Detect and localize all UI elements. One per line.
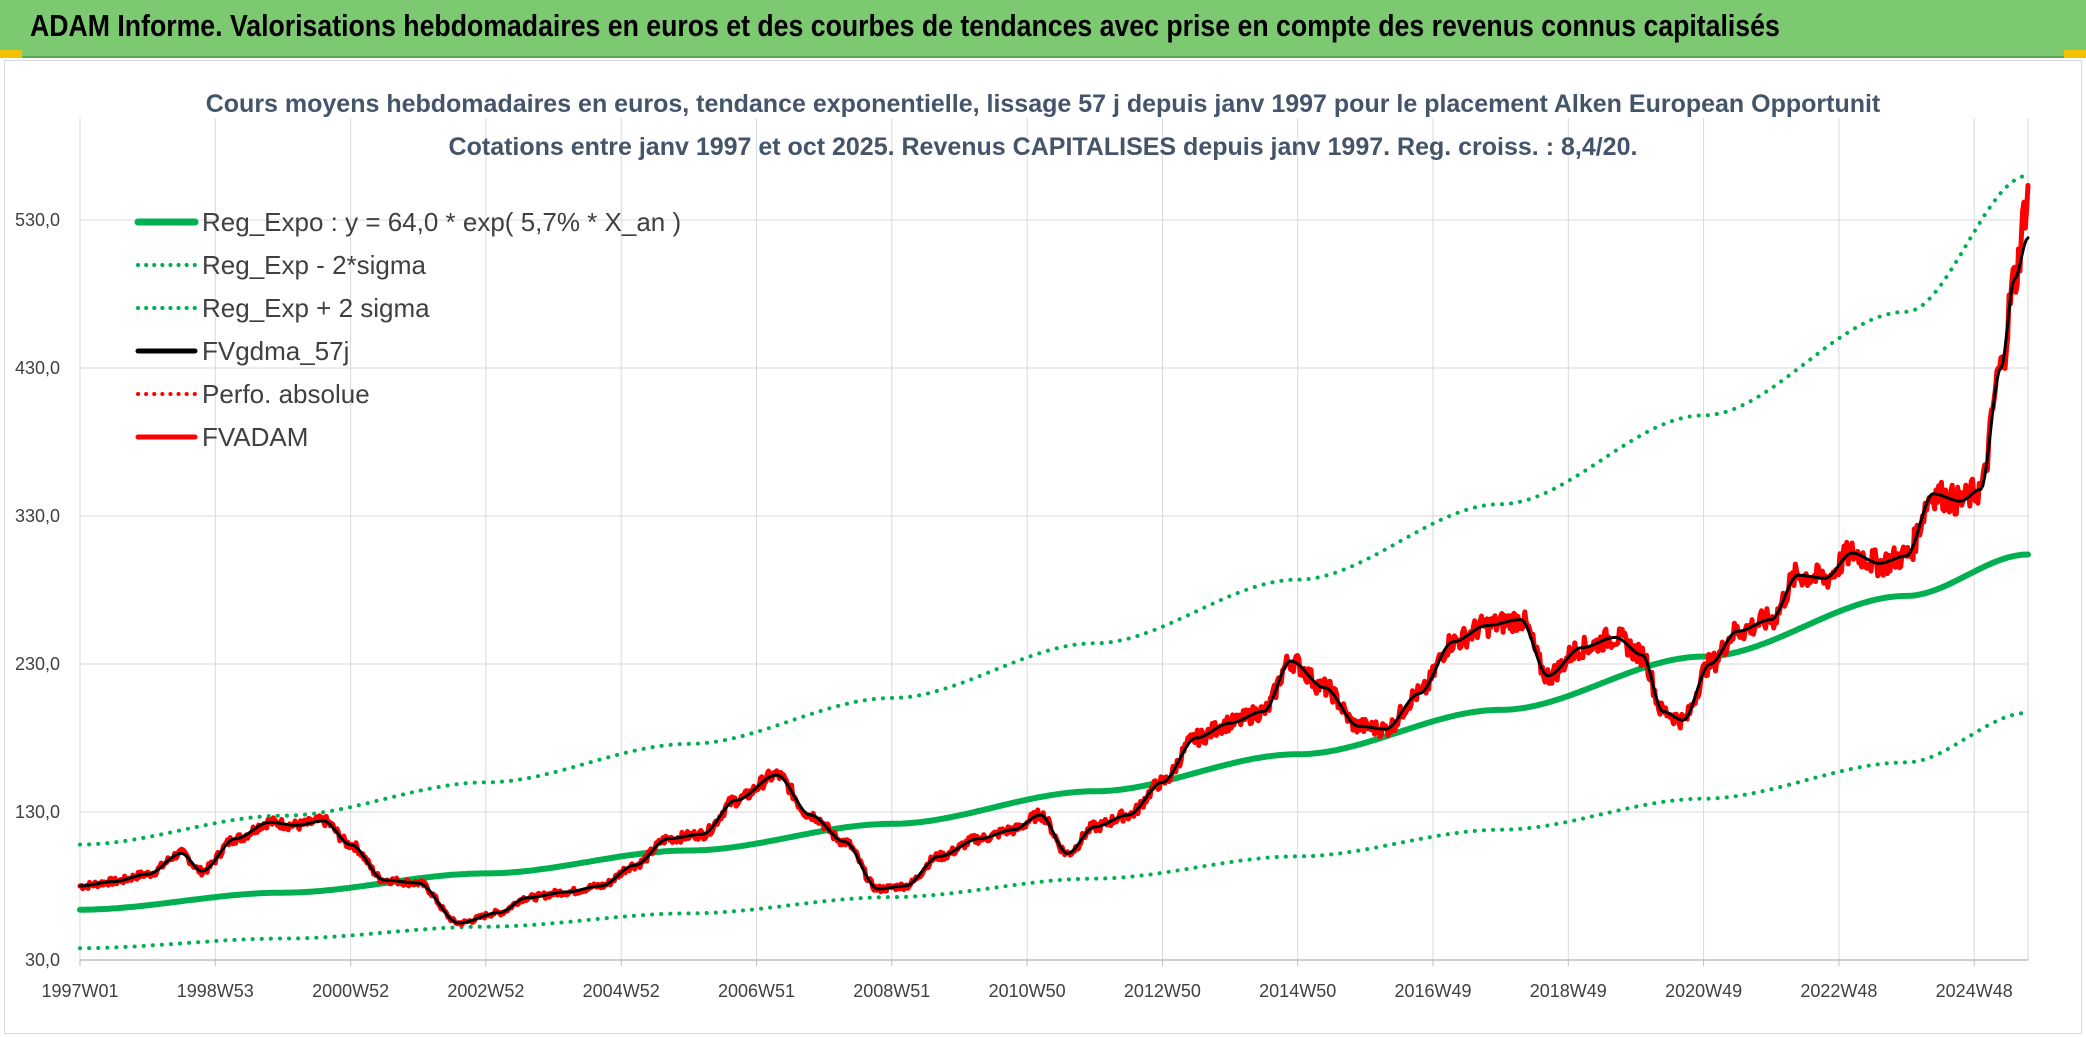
chart-title: Cours moyens hebdomadaires en euros, ten… xyxy=(206,90,1881,118)
x-tick-label: 2008W51 xyxy=(853,981,930,1001)
legend-label: FVADAM xyxy=(202,422,308,452)
x-tick-label: 2024W48 xyxy=(1936,981,2013,1001)
legend: Reg_Expo : y = 64,0 * exp( 5,7% * X_an )… xyxy=(134,207,681,452)
series-line-1 xyxy=(78,710,2030,951)
report-title: ADAM Informe. Valorisations hebdomadaire… xyxy=(30,8,1780,43)
y-tick-label: 530,0 xyxy=(15,210,60,230)
y-tick-label: 30,0 xyxy=(25,950,60,970)
x-tick-label: 2018W49 xyxy=(1530,981,1607,1001)
y-axis-ticks: 30,0 130,0 230,0 330,0 430,0 530,0 xyxy=(15,210,60,970)
chart-subtitle: Cotations entre janv 1997 et oct 2025. R… xyxy=(449,133,1638,161)
chart-area xyxy=(4,60,2082,1034)
x-tick-label: 1998W53 xyxy=(177,981,254,1001)
legend-label: Reg_Expo : y = 64,0 * exp( 5,7% * X_an ) xyxy=(202,207,681,237)
legend-label: FVgdma_57j xyxy=(202,336,349,366)
x-tick-label: 2016W49 xyxy=(1394,981,1471,1001)
legend-label: Reg_Exp + 2 sigma xyxy=(202,293,430,323)
report-banner: ADAM Informe. Valorisations hebdomadaire… xyxy=(0,0,2086,58)
y-tick-label: 330,0 xyxy=(15,506,60,526)
x-tick-label: 2014W50 xyxy=(1259,981,1336,1001)
series-line-0 xyxy=(77,551,2031,913)
y-tick-label: 430,0 xyxy=(15,358,60,378)
x-tick-label: 1997W01 xyxy=(41,981,118,1001)
x-tick-label: 2002W52 xyxy=(447,981,524,1001)
y-tick-label: 130,0 xyxy=(15,802,60,822)
series-lines xyxy=(77,173,2031,951)
legend-label: Reg_Exp - 2*sigma xyxy=(202,250,427,280)
y-tick-label: 230,0 xyxy=(15,654,60,674)
x-tick-label: 2000W52 xyxy=(312,981,389,1001)
series-line-3 xyxy=(78,236,2030,925)
x-axis-ticks: 1997W01 1998W53 2000W52 2002W52 2004W52 2006W… xyxy=(41,960,2013,1001)
x-tick-label: 2010W50 xyxy=(989,981,1066,1001)
legend-label: Perfo. absolue xyxy=(202,379,370,409)
corner-accent-right xyxy=(2064,50,2086,58)
series-line-2 xyxy=(78,173,2030,847)
x-tick-label: 2004W52 xyxy=(583,981,660,1001)
x-tick-label: 2022W48 xyxy=(1800,981,1877,1001)
x-tick-label: 2006W51 xyxy=(718,981,795,1001)
x-tick-label: 2020W49 xyxy=(1665,981,1742,1001)
corner-accent-left xyxy=(0,50,22,58)
x-tick-label: 2012W50 xyxy=(1124,981,1201,1001)
